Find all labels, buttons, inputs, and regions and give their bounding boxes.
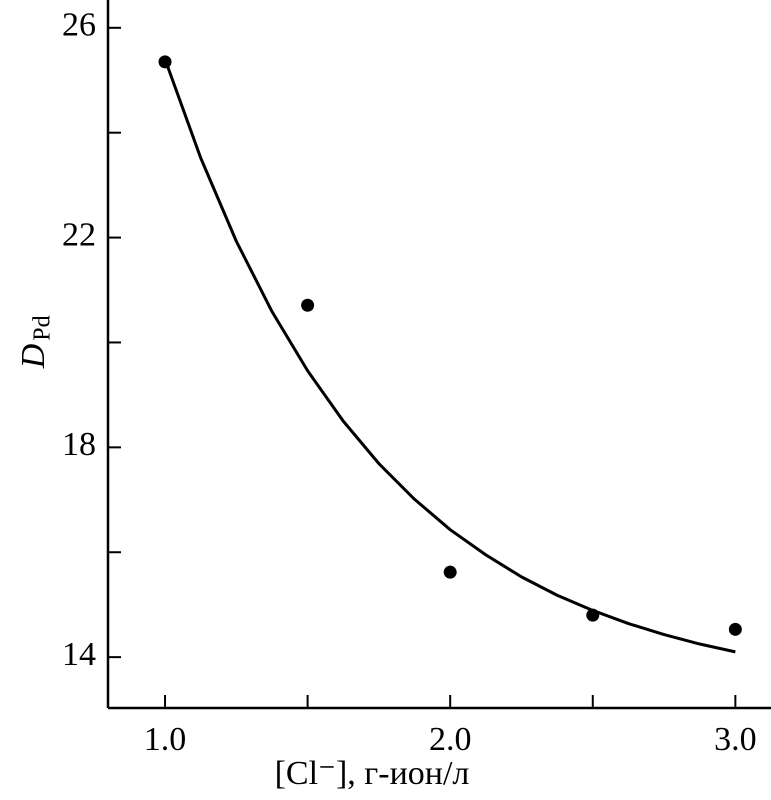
data-point <box>158 55 172 69</box>
y-axis-label: D <box>15 343 52 369</box>
y-tick-label: 26 <box>62 7 96 44</box>
data-point <box>443 565 457 579</box>
x-tick-label: 1.0 <box>144 721 187 758</box>
y-axis-label-sub: Pd <box>30 315 56 340</box>
data-point <box>301 298 315 312</box>
fit-curve <box>163 58 736 654</box>
y-tick-label: 22 <box>62 216 96 253</box>
y-tick-label: 18 <box>62 426 96 463</box>
data-point <box>728 622 742 636</box>
y-axis-label-group: D Pd <box>15 315 56 369</box>
data-point <box>586 608 600 622</box>
x-axis-label: [Cl⁻], г-ион/л <box>275 755 470 792</box>
y-tick-label: 14 <box>62 636 96 673</box>
x-tick-label: 3.0 <box>714 721 757 758</box>
x-tick-label: 2.0 <box>429 721 472 758</box>
